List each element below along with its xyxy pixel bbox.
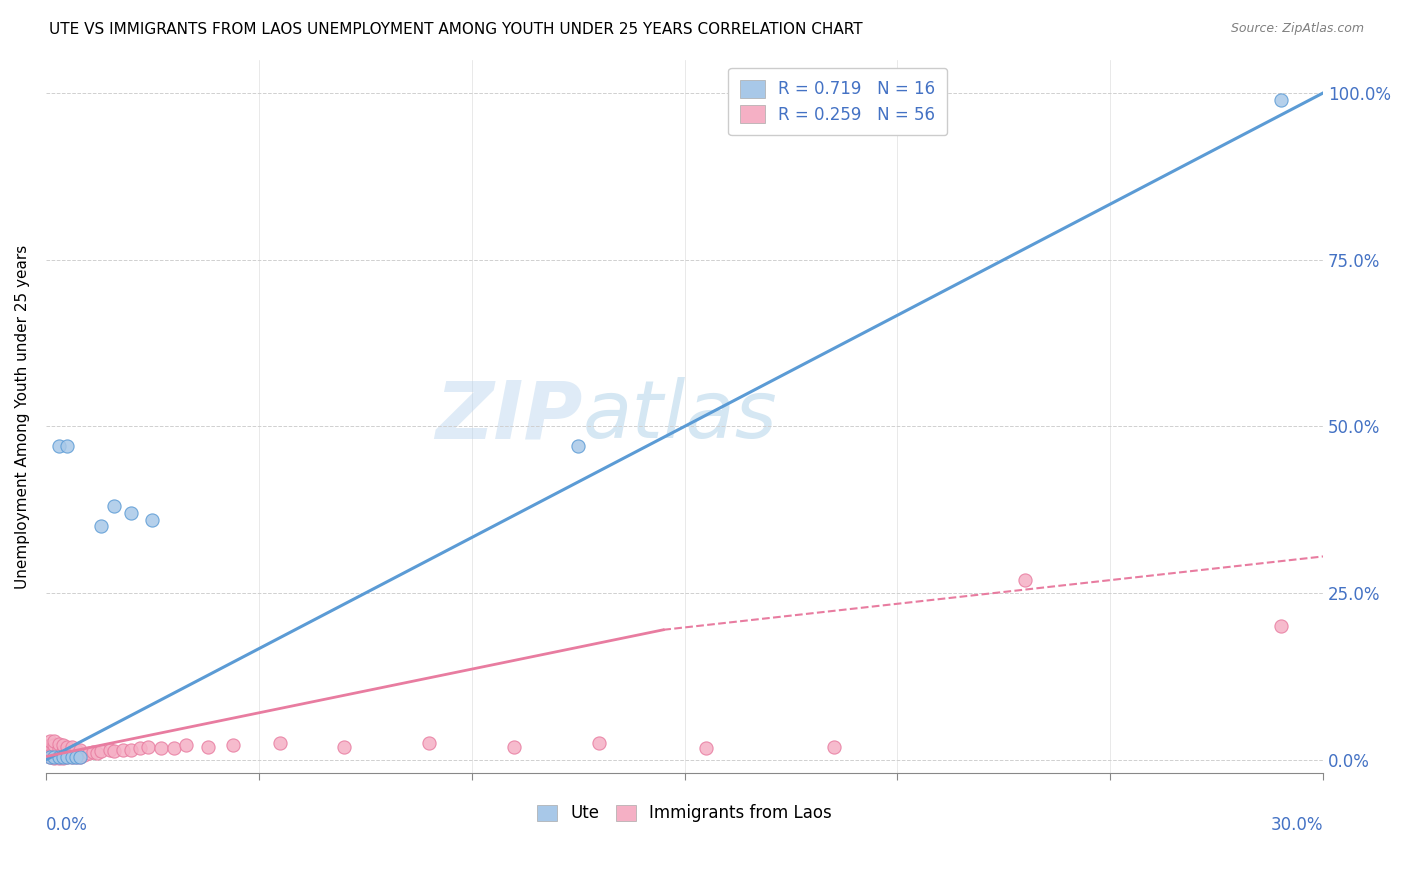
Point <box>1270 93 1292 107</box>
Point <box>176 738 198 752</box>
Point <box>60 739 83 754</box>
Point <box>65 743 87 757</box>
Point <box>44 738 66 752</box>
Point <box>39 745 62 759</box>
Point <box>48 742 70 756</box>
Point <box>90 744 112 758</box>
Point <box>111 743 134 757</box>
Text: 30.0%: 30.0% <box>1271 816 1323 834</box>
Point <box>39 734 62 748</box>
Y-axis label: Unemployment Among Youth under 25 years: Unemployment Among Youth under 25 years <box>15 244 30 589</box>
Point <box>823 739 845 754</box>
Point <box>197 739 219 754</box>
Point <box>56 745 79 759</box>
Point <box>39 738 62 752</box>
Point <box>69 749 91 764</box>
Point <box>48 439 70 453</box>
Point <box>128 740 150 755</box>
Point <box>103 500 125 514</box>
Point <box>44 751 66 765</box>
Text: atlas: atlas <box>582 377 778 456</box>
Point <box>90 519 112 533</box>
Point <box>60 745 83 759</box>
Point <box>52 747 75 762</box>
Point <box>52 738 75 752</box>
Point <box>44 745 66 759</box>
Point <box>60 749 83 764</box>
Point <box>65 749 87 764</box>
Point <box>73 748 96 763</box>
Point <box>39 749 62 764</box>
Point <box>56 749 79 764</box>
Point <box>149 740 172 755</box>
Point <box>52 749 75 764</box>
Point <box>52 743 75 757</box>
Text: 0.0%: 0.0% <box>46 816 87 834</box>
Point <box>82 745 104 759</box>
Point <box>120 743 142 757</box>
Point <box>120 506 142 520</box>
Point <box>65 749 87 764</box>
Point <box>163 740 186 755</box>
Point <box>86 746 108 760</box>
Point <box>39 742 62 756</box>
Point <box>222 738 245 752</box>
Text: ZIP: ZIP <box>434 377 582 456</box>
Point <box>48 749 70 764</box>
Legend: Ute, Immigrants from Laos: Ute, Immigrants from Laos <box>530 797 839 829</box>
Point <box>695 740 717 755</box>
Point <box>48 737 70 751</box>
Point <box>69 749 91 764</box>
Point <box>44 734 66 748</box>
Point <box>503 739 526 754</box>
Point <box>567 439 589 453</box>
Point <box>69 743 91 757</box>
Point <box>56 739 79 754</box>
Point <box>588 736 610 750</box>
Point <box>1014 573 1036 587</box>
Point <box>44 749 66 764</box>
Point <box>136 739 159 754</box>
Point <box>77 746 100 760</box>
Point <box>1270 619 1292 633</box>
Point <box>52 751 75 765</box>
Point <box>56 439 79 453</box>
Point <box>44 748 66 763</box>
Point <box>39 749 62 764</box>
Point <box>60 749 83 764</box>
Point <box>48 748 70 763</box>
Point <box>44 741 66 756</box>
Point <box>333 739 356 754</box>
Point <box>141 513 163 527</box>
Point <box>48 751 70 765</box>
Point <box>48 746 70 760</box>
Text: UTE VS IMMIGRANTS FROM LAOS UNEMPLOYMENT AMONG YOUTH UNDER 25 YEARS CORRELATION : UTE VS IMMIGRANTS FROM LAOS UNEMPLOYMENT… <box>49 22 863 37</box>
Point <box>98 743 121 757</box>
Text: Source: ZipAtlas.com: Source: ZipAtlas.com <box>1230 22 1364 36</box>
Point <box>103 744 125 758</box>
Point <box>418 736 440 750</box>
Point <box>56 749 79 764</box>
Point <box>269 736 291 750</box>
Point <box>39 747 62 762</box>
